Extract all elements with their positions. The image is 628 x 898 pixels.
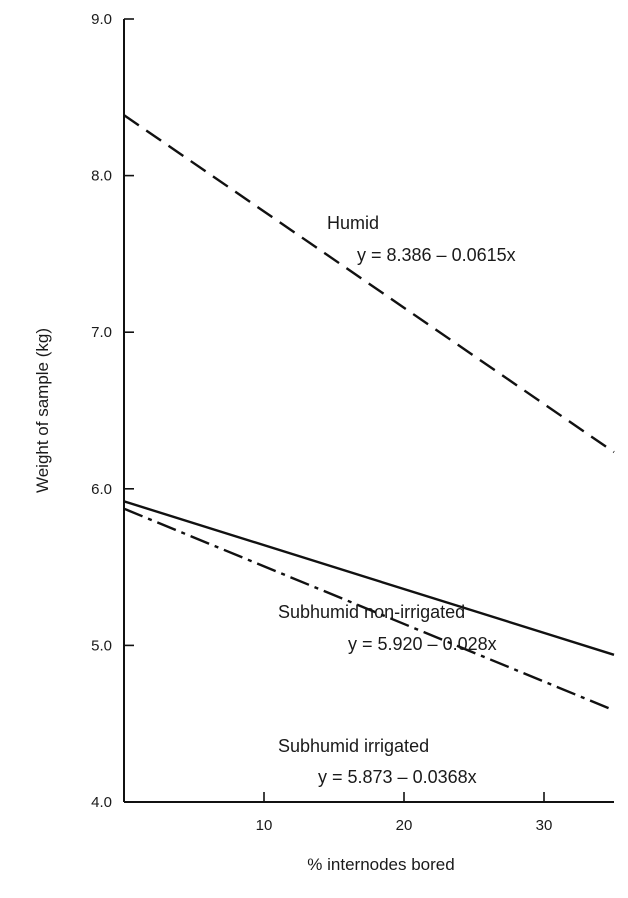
x-tick-label: 30	[536, 817, 553, 834]
x-tick-label: 20	[396, 817, 413, 834]
x-axis-label: % internodes bored	[307, 855, 454, 874]
series-line-subhumid-irrigated	[123, 507, 615, 712]
series-name-humid: Humid	[327, 213, 379, 233]
series-line-humid	[123, 114, 615, 454]
series-name-subhumid-non-irrigated: Subhumid non-irrigated	[278, 602, 465, 622]
x-ticks: 10 20 30	[256, 792, 553, 834]
y-tick-label: 5.0	[91, 637, 112, 654]
x-tick-label: 10	[256, 817, 273, 834]
series-labels: Humid y = 8.386 – 0.0615x Subhumid non-irr…	[278, 213, 516, 787]
y-ticks: 4.0 5.0 6.0 7.0 8.0 9.0	[91, 11, 134, 811]
series-equation-subhumid-non-irrigated: y = 5.920 – 0.028x	[348, 634, 497, 654]
series-name-subhumid-irrigated: Subhumid irrigated	[278, 736, 429, 756]
series-lines	[123, 114, 615, 712]
series-line-subhumid-non-irrigated	[123, 500, 615, 656]
series-equation-subhumid-irrigated: y = 5.873 – 0.0368x	[318, 767, 477, 787]
y-tick-label: 7.0	[91, 324, 112, 341]
y-tick-label: 8.0	[91, 168, 112, 185]
axes: 4.0 5.0 6.0 7.0 8.0 9.0 10 20 30	[91, 11, 614, 834]
series-equation-humid: y = 8.386 – 0.0615x	[357, 245, 516, 265]
y-tick-label: 6.0	[91, 481, 112, 498]
y-tick-label: 4.0	[91, 794, 112, 811]
y-axis-label: Weight of sample (kg)	[33, 328, 52, 493]
y-tick-label: 9.0	[91, 11, 112, 28]
